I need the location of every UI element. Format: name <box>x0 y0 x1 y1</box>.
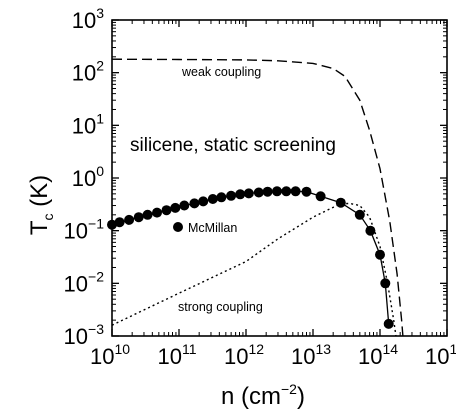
x-tick-label: 1013 <box>291 341 331 369</box>
y-tick-label: 100 <box>72 163 104 191</box>
data-point-mcmillan <box>152 207 162 218</box>
annotation-weak-coupling: weak coupling <box>181 65 261 79</box>
data-point-mcmillan <box>142 209 153 220</box>
y-axis-label: Tc (K) <box>26 175 56 235</box>
marker-layer <box>107 186 394 329</box>
data-point-mcmillan <box>281 186 292 197</box>
data-point-mcmillan <box>253 187 264 198</box>
x-ticks: 1010 1011 1012 1013 1014 1015 <box>90 20 456 369</box>
data-point-mcmillan <box>243 188 254 199</box>
annotation-mcmillan: McMillan <box>188 221 237 235</box>
data-point-mcmillan <box>133 212 144 223</box>
data-point-mcmillan <box>226 190 237 201</box>
y-ticks: 103 102 101 100 10−1 10−2 10−3 <box>64 5 447 349</box>
x-axis-label: n (cm−2) <box>221 381 305 410</box>
data-point-mcmillan <box>114 217 125 228</box>
annotation-title: silicene, static screening <box>130 135 336 156</box>
data-point-mcmillan <box>272 186 282 197</box>
legend-marker-mcmillan <box>173 222 183 232</box>
data-point-mcmillan <box>235 189 246 200</box>
y-tick-label: 102 <box>72 58 104 86</box>
data-point-mcmillan <box>335 197 346 208</box>
data-point-mcmillan <box>198 196 209 207</box>
data-point-mcmillan <box>189 198 200 209</box>
data-point-mcmillan <box>383 318 394 329</box>
series-line-strong-coupling <box>112 202 397 336</box>
y-tick-label: 103 <box>72 5 104 33</box>
y-tick-label: 10−3 <box>64 321 105 349</box>
plot-frame <box>111 19 448 337</box>
data-point-mcmillan <box>161 205 172 216</box>
data-point-mcmillan <box>290 186 301 197</box>
y-tick-label: 10−1 <box>64 216 105 244</box>
x-tick-label: 1015 <box>425 341 456 369</box>
x-tick-label: 1011 <box>157 341 196 369</box>
x-tick-label: 1012 <box>224 341 264 369</box>
data-point-mcmillan <box>315 191 326 202</box>
data-point-mcmillan <box>375 249 385 260</box>
data-point-mcmillan <box>380 278 391 289</box>
data-point-mcmillan <box>365 225 376 236</box>
y-tick-label: 101 <box>72 110 104 138</box>
data-point-mcmillan <box>354 209 365 220</box>
y-tick-label: 10−2 <box>64 268 105 296</box>
data-point-mcmillan <box>124 214 135 225</box>
data-point-mcmillan <box>207 194 218 204</box>
data-point-mcmillan <box>179 200 190 211</box>
data-point-mcmillan <box>170 202 181 213</box>
data-point-mcmillan <box>301 186 312 197</box>
x-tick-label: 1014 <box>358 341 398 369</box>
data-point-mcmillan <box>216 192 227 203</box>
annotation-strong-coupling: strong coupling <box>178 300 263 314</box>
x-tick-label: 1010 <box>90 341 130 369</box>
data-point-mcmillan <box>262 186 273 197</box>
series-line-weak-coupling <box>112 58 404 336</box>
